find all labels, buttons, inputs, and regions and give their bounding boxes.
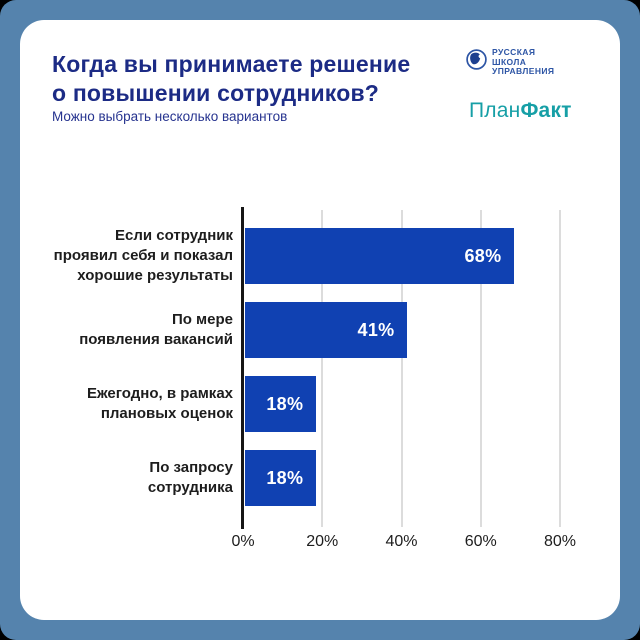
category-label: Если сотрудник проявил себя и показал хо… — [53, 227, 233, 284]
y-axis-line — [241, 207, 244, 529]
bar-row: По запросу сотрудника 18% — [40, 450, 514, 506]
bar: 18% — [245, 450, 317, 506]
x-tick-label: 80% — [543, 533, 577, 550]
bar-row: Ежегодно, в рамках плановых оценок 18% — [40, 376, 514, 432]
bar-value-label: 18% — [266, 393, 304, 414]
x-tick-label: 20% — [306, 533, 339, 550]
gridline — [321, 210, 324, 527]
rsu-logo-text: РУССКАЯ ШКОЛА УПРАВЛЕНИЯ — [492, 47, 555, 76]
gridline — [479, 210, 482, 527]
x-tick-label: 40% — [385, 533, 418, 550]
x-tick-label: 60% — [464, 533, 497, 550]
page-subtitle: Можно выбрать несколько вариантов — [52, 109, 288, 124]
rsu-bear-icon — [466, 49, 487, 75]
planfact-logo: ПланФакт — [469, 99, 592, 123]
gridline — [400, 210, 403, 527]
bar: 68% — [245, 228, 515, 284]
bar-rows: Если сотрудник проявил себя и показал хо… — [40, 227, 515, 506]
bar-value-label: 41% — [357, 319, 395, 340]
planfact-logo-regular: План — [469, 98, 521, 122]
bar-row: По мере появления вакансий 41% — [40, 302, 514, 358]
bar: 41% — [245, 302, 408, 358]
gridline — [559, 210, 561, 527]
bar: 18% — [245, 376, 317, 432]
category-label: По запросу сотрудника — [147, 459, 233, 496]
bar-value-label: 68% — [464, 245, 502, 266]
rsu-logo: РУССКАЯ ШКОЛА УПРАВЛЕНИЯ — [466, 47, 592, 77]
bar-chart: Если сотрудник проявил себя и показал хо… — [20, 190, 640, 560]
logos: РУССКАЯ ШКОЛА УПРАВЛЕНИЯ ПланФакт — [466, 47, 592, 123]
bar-value-label: 18% — [266, 467, 304, 488]
page-title: Когда вы принимаете решение о повышении … — [52, 51, 411, 106]
gridlines — [243, 210, 613, 527]
category-label: По мере появления вакансий — [79, 311, 233, 348]
planfact-logo-bold: Факт — [520, 98, 572, 122]
card-content: Когда вы принимаете решение о повышении … — [20, 20, 620, 620]
bar-row: Если сотрудник проявил себя и показал хо… — [40, 227, 515, 284]
category-label: Ежегодно, в рамках плановых оценок — [86, 385, 233, 422]
x-tick-label: 0% — [231, 533, 255, 550]
